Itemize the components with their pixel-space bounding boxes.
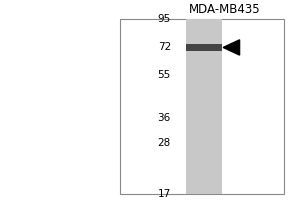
Text: MDA-MB435: MDA-MB435 xyxy=(189,3,261,16)
Text: 28: 28 xyxy=(158,138,171,148)
Polygon shape xyxy=(223,40,240,55)
Bar xyxy=(186,44,222,51)
Text: 55: 55 xyxy=(158,70,171,80)
Text: 72: 72 xyxy=(158,42,171,52)
Bar xyxy=(186,19,222,194)
Text: 17: 17 xyxy=(158,189,171,199)
Text: 36: 36 xyxy=(158,113,171,123)
Bar xyxy=(120,19,284,194)
Text: 95: 95 xyxy=(158,14,171,24)
